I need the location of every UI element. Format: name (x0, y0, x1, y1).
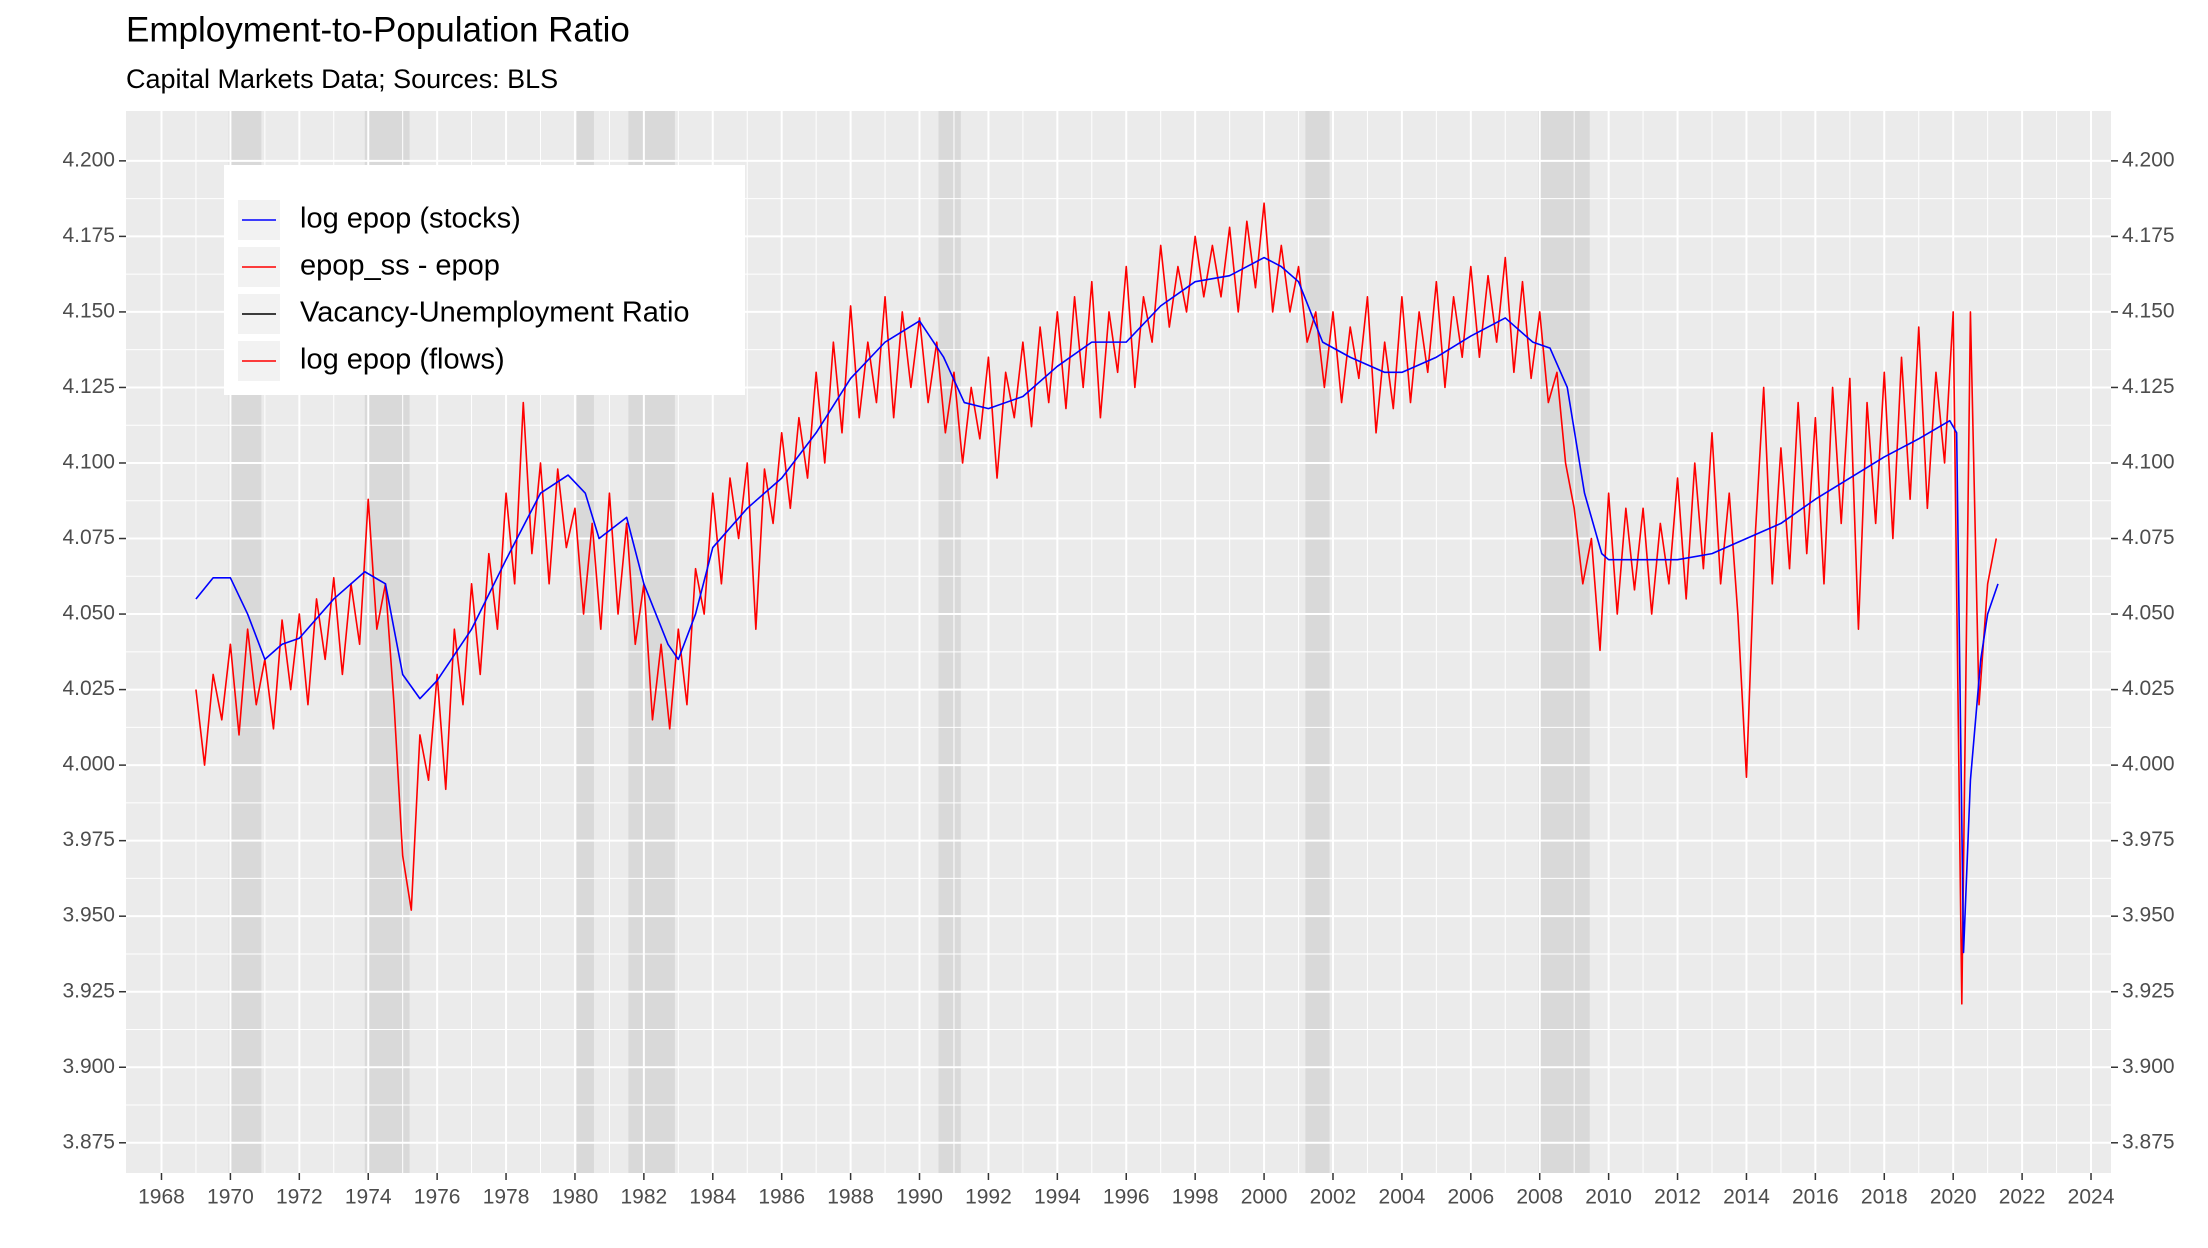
x-tick-label: 1976 (414, 1186, 461, 1209)
series-line (195, 202, 1998, 1005)
x-tick-label: 1996 (1103, 1186, 1150, 1209)
y-tick-label: 4.000 (62, 753, 115, 776)
y2-tick-label: 3.900 (2122, 1055, 2175, 1078)
x-tick-label: 1968 (138, 1186, 185, 1209)
y2-tick-label: 4.125 (2122, 375, 2175, 398)
recession-shade (1537, 111, 1590, 1173)
y-tick-label: 3.975 (62, 828, 115, 851)
y-tick-label: 4.025 (62, 677, 115, 700)
chart-title: Employment-to-Population Ratio (126, 10, 630, 49)
x-tick-label: 1970 (207, 1186, 254, 1209)
recession-shade (938, 111, 961, 1173)
y-tick-label: 4.125 (62, 375, 115, 398)
y-tick-label: 4.150 (62, 299, 115, 322)
x-tick-label: 2002 (1310, 1186, 1357, 1209)
y2-tick-label: 3.950 (2122, 904, 2175, 927)
y2-tick-label: 4.000 (2122, 753, 2175, 776)
legend-label: log epop (flows) (300, 344, 505, 376)
y2-tick-label: 4.175 (2122, 224, 2175, 247)
x-tick-label: 2008 (1516, 1186, 1563, 1209)
x-tick-label: 2024 (2068, 1186, 2115, 1209)
x-tick-label: 2006 (1447, 1186, 1494, 1209)
x-tick-label: 2004 (1379, 1186, 1426, 1209)
y-tick-label: 3.950 (62, 904, 115, 927)
y2-tick-label: 4.050 (2122, 602, 2175, 625)
x-tick-label: 2018 (1861, 1186, 1908, 1209)
x-tick-label: 1974 (345, 1186, 392, 1209)
x-tick-label: 2014 (1723, 1186, 1770, 1209)
x-tick-label: 2012 (1654, 1186, 1701, 1209)
recession-shade (1305, 111, 1330, 1173)
y-tick-label: 4.175 (62, 224, 115, 247)
x-tick-label: 1980 (552, 1186, 599, 1209)
y-tick-label: 3.875 (62, 1130, 115, 1153)
x-tick-label: 1994 (1034, 1186, 1081, 1209)
chart-subtitle: Capital Markets Data; Sources: BLS (126, 64, 558, 94)
legend-label: epop_ss - epop (300, 250, 500, 282)
x-tick-label: 2022 (1999, 1186, 2046, 1209)
y2-tick-label: 4.025 (2122, 677, 2175, 700)
x-tick-label: 2020 (1930, 1186, 1977, 1209)
x-tick-label: 1978 (483, 1186, 530, 1209)
x-tick-label: 1992 (965, 1186, 1012, 1209)
y-tick-label: 3.925 (62, 979, 115, 1002)
x-tick-label: 1988 (827, 1186, 874, 1209)
x-tick-label: 1998 (1172, 1186, 1219, 1209)
y-tick-label: 3.900 (62, 1055, 115, 1078)
series-line (195, 256, 1999, 954)
y2-tick-label: 4.200 (2122, 148, 2175, 171)
legend-box (224, 165, 745, 395)
y-tick-label: 4.050 (62, 602, 115, 625)
legend-label: log epop (stocks) (300, 203, 521, 235)
x-tick-label: 2000 (1241, 1186, 1288, 1209)
x-tick-label: 1990 (896, 1186, 943, 1209)
y2-tick-label: 3.875 (2122, 1130, 2175, 1153)
x-tick-label: 1984 (689, 1186, 736, 1209)
y-tick-label: 4.075 (62, 526, 115, 549)
y2-tick-label: 4.100 (2122, 451, 2175, 474)
x-tick-label: 1982 (621, 1186, 668, 1209)
legend-label: Vacancy-Unemployment Ratio (300, 297, 690, 329)
x-tick-label: 2010 (1585, 1186, 1632, 1209)
y2-tick-label: 3.975 (2122, 828, 2175, 851)
y2-tick-label: 3.925 (2122, 979, 2175, 1002)
y2-tick-label: 4.075 (2122, 526, 2175, 549)
y-tick-label: 4.200 (62, 148, 115, 171)
x-tick-label: 1986 (758, 1186, 805, 1209)
x-tick-label: 2016 (1792, 1186, 1839, 1209)
x-tick-label: 1972 (276, 1186, 323, 1209)
y-tick-label: 4.100 (62, 451, 115, 474)
y2-tick-label: 4.150 (2122, 299, 2175, 322)
